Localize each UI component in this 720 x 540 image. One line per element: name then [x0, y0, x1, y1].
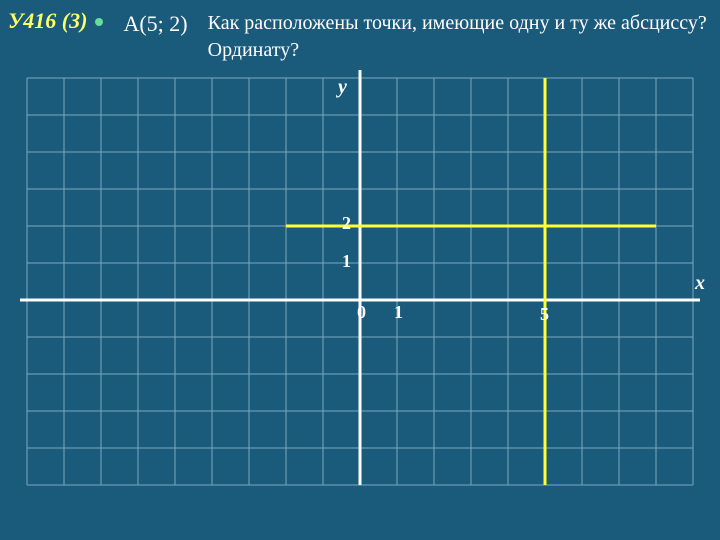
origin-label: 0 — [357, 302, 366, 323]
x-tick-5: 5 — [540, 304, 549, 325]
slide-container: У416 (3) A(5; 2) Как расположены точки, … — [0, 0, 720, 540]
point-label: A(5; 2) — [123, 11, 187, 37]
chart-svg — [20, 70, 700, 520]
bullet-icon — [95, 18, 103, 26]
question-text: Как расположены точки, имеющие одну и ту… — [208, 10, 712, 64]
y-tick-2: 2 — [342, 213, 351, 234]
exercise-title: У416 (3) — [8, 8, 87, 34]
x-axis-label: x — [695, 272, 705, 295]
coordinate-chart: yx01512 — [20, 70, 700, 525]
y-tick-1: 1 — [342, 251, 351, 272]
slide-header: У416 (3) A(5; 2) Как расположены точки, … — [8, 8, 712, 64]
y-axis-label: y — [338, 76, 347, 99]
x-tick-1: 1 — [394, 302, 403, 323]
